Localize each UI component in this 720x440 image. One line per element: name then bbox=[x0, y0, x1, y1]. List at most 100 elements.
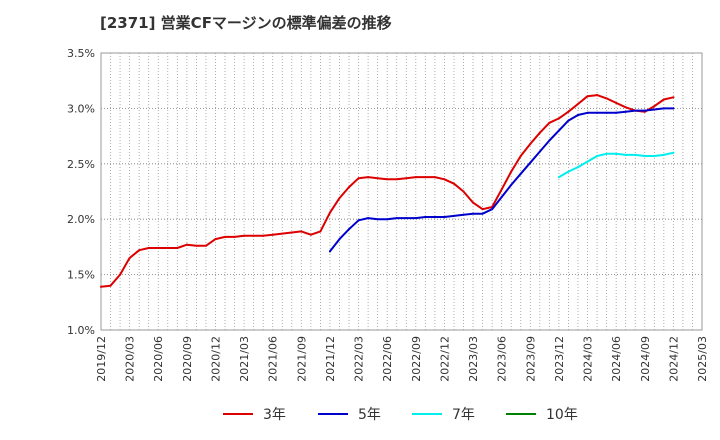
x-tick-label: 2022/03 bbox=[353, 336, 366, 382]
data-point bbox=[138, 249, 141, 252]
data-point bbox=[338, 238, 341, 241]
data-point bbox=[529, 142, 532, 145]
data-point bbox=[643, 109, 646, 112]
data-point bbox=[653, 155, 656, 158]
x-tick-label: 2022/09 bbox=[410, 336, 423, 382]
data-point bbox=[357, 177, 360, 180]
data-point bbox=[510, 170, 513, 173]
data-point bbox=[567, 170, 570, 173]
data-point bbox=[624, 110, 627, 113]
x-tick-label: 2021/06 bbox=[267, 336, 280, 382]
data-point bbox=[376, 177, 379, 180]
legend-label: 10年 bbox=[546, 407, 578, 423]
data-point bbox=[424, 176, 427, 179]
data-point bbox=[576, 114, 579, 117]
data-point bbox=[414, 217, 417, 220]
x-tick-label: 2020/03 bbox=[124, 336, 137, 382]
legend-label: 3年 bbox=[263, 407, 286, 423]
data-point bbox=[624, 153, 627, 156]
data-point bbox=[462, 213, 465, 216]
data-point bbox=[615, 111, 618, 114]
y-axis: 1.0% 1.5% 2.0% 2.5% 3.0% 3.5% bbox=[67, 47, 95, 337]
data-point bbox=[224, 235, 227, 238]
series-line bbox=[100, 94, 675, 288]
data-point bbox=[462, 190, 465, 193]
y-tick-label: 1.5% bbox=[67, 269, 95, 282]
data-point bbox=[433, 215, 436, 218]
data-point bbox=[491, 208, 494, 211]
data-point bbox=[557, 117, 560, 120]
data-point bbox=[405, 177, 408, 180]
data-point bbox=[338, 197, 341, 200]
data-point bbox=[510, 183, 513, 186]
data-point bbox=[395, 178, 398, 181]
x-tick-label: 2024/09 bbox=[639, 336, 652, 382]
data-point bbox=[672, 151, 675, 154]
data-point bbox=[166, 247, 169, 250]
y-tick-label: 3.5% bbox=[67, 47, 95, 60]
data-point bbox=[319, 230, 322, 233]
data-point bbox=[195, 244, 198, 247]
data-point bbox=[376, 218, 379, 221]
data-point bbox=[472, 201, 475, 204]
data-point bbox=[567, 110, 570, 113]
data-point bbox=[281, 232, 284, 235]
x-tick-label: 2022/06 bbox=[381, 336, 394, 382]
data-point bbox=[643, 155, 646, 158]
data-point bbox=[634, 109, 637, 112]
data-point bbox=[367, 217, 370, 220]
data-point bbox=[615, 152, 618, 155]
series-1 bbox=[100, 94, 675, 288]
data-point bbox=[557, 176, 560, 179]
data-point bbox=[452, 182, 455, 185]
x-tick-label: 2019/12 bbox=[95, 336, 108, 382]
data-point bbox=[271, 233, 274, 236]
x-tick-label: 2024/12 bbox=[667, 336, 680, 382]
x-tick-label: 2020/12 bbox=[209, 336, 222, 382]
data-point bbox=[615, 101, 618, 104]
legend: 3年 5年 7年 10年 bbox=[223, 407, 578, 423]
data-point bbox=[481, 212, 484, 215]
data-point bbox=[185, 243, 188, 246]
grid-layer bbox=[101, 52, 702, 331]
y-tick-label: 1.0% bbox=[67, 324, 95, 337]
data-point bbox=[128, 256, 131, 259]
data-point bbox=[214, 238, 217, 241]
legend-label: 7年 bbox=[452, 407, 475, 423]
data-point bbox=[605, 111, 608, 114]
data-point bbox=[348, 228, 351, 231]
x-tick-label: 2021/03 bbox=[238, 336, 251, 382]
data-point bbox=[405, 217, 408, 220]
x-tick-label: 2023/12 bbox=[553, 336, 566, 382]
data-point bbox=[586, 95, 589, 98]
data-point bbox=[252, 234, 255, 237]
y-tick-label: 2.0% bbox=[67, 213, 95, 226]
data-point bbox=[662, 107, 665, 110]
x-tick-label: 2023/09 bbox=[524, 336, 537, 382]
data-point bbox=[443, 215, 446, 218]
x-tick-label: 2024/06 bbox=[610, 336, 623, 382]
data-point bbox=[424, 215, 427, 218]
data-point bbox=[100, 285, 102, 288]
data-point bbox=[176, 247, 179, 250]
data-point bbox=[672, 96, 675, 99]
data-point bbox=[386, 178, 389, 181]
data-point bbox=[452, 214, 455, 217]
data-point bbox=[262, 234, 265, 237]
x-tick-label: 2024/03 bbox=[582, 336, 595, 382]
data-point bbox=[586, 111, 589, 114]
data-point bbox=[605, 97, 608, 100]
series-layer bbox=[100, 94, 675, 288]
data-point bbox=[653, 108, 656, 111]
data-point bbox=[624, 106, 627, 109]
data-point bbox=[529, 161, 532, 164]
data-point bbox=[243, 234, 246, 237]
data-point bbox=[348, 186, 351, 189]
data-point bbox=[119, 273, 122, 276]
data-point bbox=[672, 107, 675, 110]
data-point bbox=[500, 196, 503, 199]
series-3 bbox=[557, 151, 675, 179]
data-point bbox=[634, 153, 637, 156]
data-point bbox=[586, 160, 589, 163]
data-point bbox=[157, 247, 160, 250]
